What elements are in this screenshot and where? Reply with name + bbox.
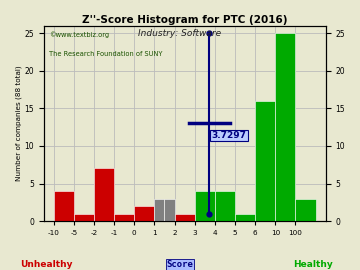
Bar bbox=[154, 198, 165, 221]
Bar bbox=[54, 191, 74, 221]
Bar bbox=[165, 198, 175, 221]
Y-axis label: Number of companies (88 total): Number of companies (88 total) bbox=[15, 66, 22, 181]
Bar bbox=[74, 214, 94, 221]
Title: Z''-Score Histogram for PTC (2016): Z''-Score Histogram for PTC (2016) bbox=[82, 15, 287, 25]
Text: Industry: Software: Industry: Software bbox=[139, 29, 221, 38]
Bar bbox=[134, 206, 154, 221]
Text: 3.7297: 3.7297 bbox=[211, 131, 247, 140]
Text: Unhealthy: Unhealthy bbox=[21, 260, 73, 269]
Bar bbox=[215, 191, 235, 221]
Bar bbox=[296, 198, 316, 221]
Bar bbox=[94, 168, 114, 221]
Bar bbox=[114, 214, 134, 221]
Bar bbox=[235, 214, 255, 221]
Text: The Research Foundation of SUNY: The Research Foundation of SUNY bbox=[49, 51, 163, 57]
Text: Healthy: Healthy bbox=[293, 260, 333, 269]
Bar bbox=[255, 101, 275, 221]
Bar bbox=[175, 214, 195, 221]
Bar bbox=[275, 33, 296, 221]
Text: ©www.textbiz.org: ©www.textbiz.org bbox=[49, 32, 109, 38]
Bar bbox=[195, 191, 215, 221]
Text: Score: Score bbox=[167, 260, 193, 269]
